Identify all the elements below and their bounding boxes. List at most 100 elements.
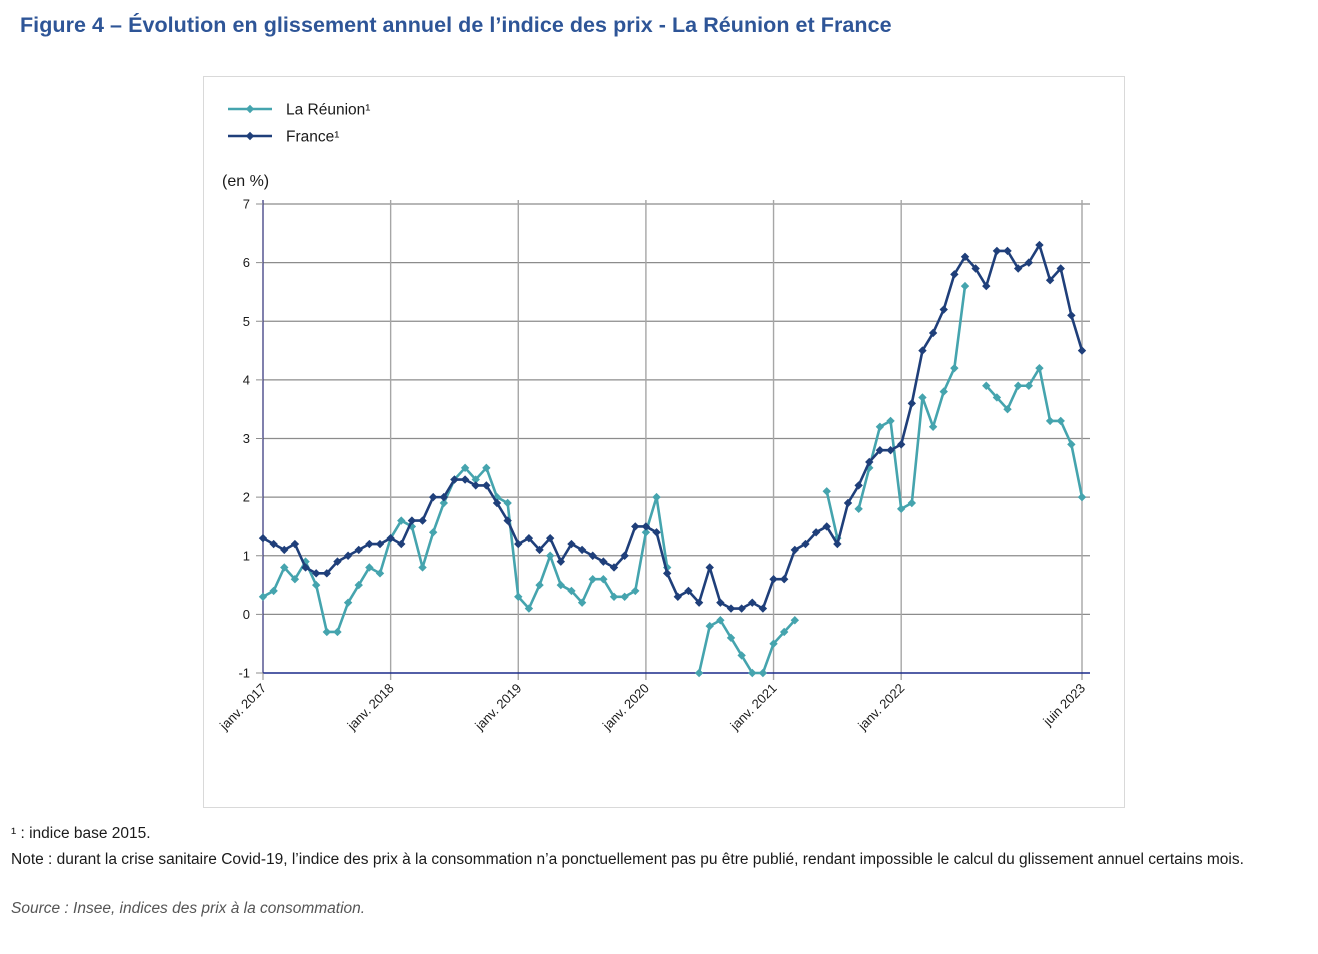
data-point (939, 305, 948, 314)
data-point (439, 498, 449, 508)
data-point (514, 592, 523, 601)
data-point (588, 575, 597, 584)
data-point (428, 492, 438, 502)
y-tick-label: 4 (243, 372, 250, 387)
x-tick-label: janv. 2019 (471, 681, 524, 734)
data-point (460, 475, 470, 484)
legend: La Réunion¹ France¹ (228, 102, 370, 146)
data-point (662, 569, 672, 578)
data-point (896, 440, 906, 449)
data-point (280, 563, 289, 572)
data-point (471, 481, 480, 490)
y-axis-unit-label: (en %) (222, 173, 269, 190)
data-point (748, 598, 757, 607)
data-point (311, 580, 321, 590)
data-point (918, 346, 927, 355)
data-point (769, 575, 778, 584)
data-point (875, 422, 885, 431)
data-point (365, 563, 374, 572)
series-layer (258, 240, 1087, 678)
data-point (354, 580, 363, 590)
data-point (609, 563, 619, 572)
data-point (258, 533, 268, 543)
data-point (428, 528, 438, 537)
data-point (716, 616, 725, 625)
y-tick-label: 6 (243, 255, 250, 270)
data-point (258, 592, 268, 601)
data-point (843, 498, 853, 508)
data-point (950, 270, 959, 279)
data-point (960, 281, 970, 291)
data-point (1077, 492, 1087, 502)
x-tick-label: janv. 2017 (216, 681, 269, 734)
data-point (1013, 264, 1023, 273)
legend-label: France¹ (286, 129, 339, 146)
data-point (790, 616, 800, 625)
data-point (886, 446, 895, 455)
x-tick-label: janv. 2022 (854, 681, 907, 734)
footnote-base: ¹ : indice base 2015. (11, 825, 151, 842)
data-point (726, 633, 736, 643)
data-point (875, 446, 885, 455)
axes (262, 200, 1090, 674)
data-point (694, 668, 704, 678)
data-point (896, 504, 906, 514)
data-point (471, 475, 480, 484)
data-point (1045, 276, 1055, 285)
data-point (1003, 404, 1012, 414)
y-tick-label: 0 (243, 607, 250, 622)
data-point (1045, 416, 1055, 426)
data-point (418, 516, 427, 525)
data-point (854, 504, 863, 514)
data-point (439, 492, 449, 502)
series-line (985, 366, 1084, 498)
data-point (503, 498, 512, 508)
data-point (1024, 258, 1034, 267)
data-point (833, 539, 842, 549)
data-point (641, 522, 651, 531)
data-point (801, 539, 810, 549)
data-point (450, 475, 459, 484)
footnote-source: Source : Insee, indices des prix à la co… (11, 900, 366, 917)
data-point (290, 539, 300, 549)
series-line (262, 466, 669, 634)
data-point (460, 463, 470, 473)
data-point (1035, 363, 1044, 373)
data-point (482, 463, 491, 473)
data-point (545, 551, 555, 560)
data-point (620, 592, 629, 601)
data-point (609, 592, 619, 601)
data-point (620, 551, 629, 560)
data-point (950, 363, 959, 373)
series-france (258, 240, 1087, 613)
y-tick-label: 5 (243, 314, 250, 329)
data-point (386, 533, 395, 543)
data-point (726, 604, 736, 613)
data-point (1003, 246, 1012, 256)
data-point (1013, 381, 1023, 390)
x-axis-ticks: janv. 2017 janv. 2018 janv. 2019 janv. 2020… (216, 673, 1088, 734)
data-point (1056, 416, 1065, 426)
data-point (343, 551, 353, 560)
data-point (631, 586, 640, 596)
data-point (322, 569, 332, 578)
data-point (269, 539, 278, 549)
data-point (992, 246, 1002, 256)
data-point (1024, 381, 1034, 390)
data-point (886, 416, 895, 426)
chart-frame: 7 6 5 4 3 2 1 0 -1 janv. 2017 janv. 2018 janv. 201… (203, 76, 1125, 808)
data-point (790, 545, 800, 555)
data-point (779, 627, 789, 637)
data-point (705, 563, 714, 572)
data-point (301, 563, 310, 572)
data-point (854, 481, 863, 490)
legend-marker (245, 104, 255, 114)
data-point (556, 580, 566, 590)
data-point (375, 539, 385, 549)
data-point (514, 539, 523, 549)
data-point (535, 580, 544, 590)
data-point (322, 627, 332, 637)
y-tick-label: 3 (243, 431, 250, 446)
x-tick-label: juin 2023 (1039, 681, 1088, 730)
